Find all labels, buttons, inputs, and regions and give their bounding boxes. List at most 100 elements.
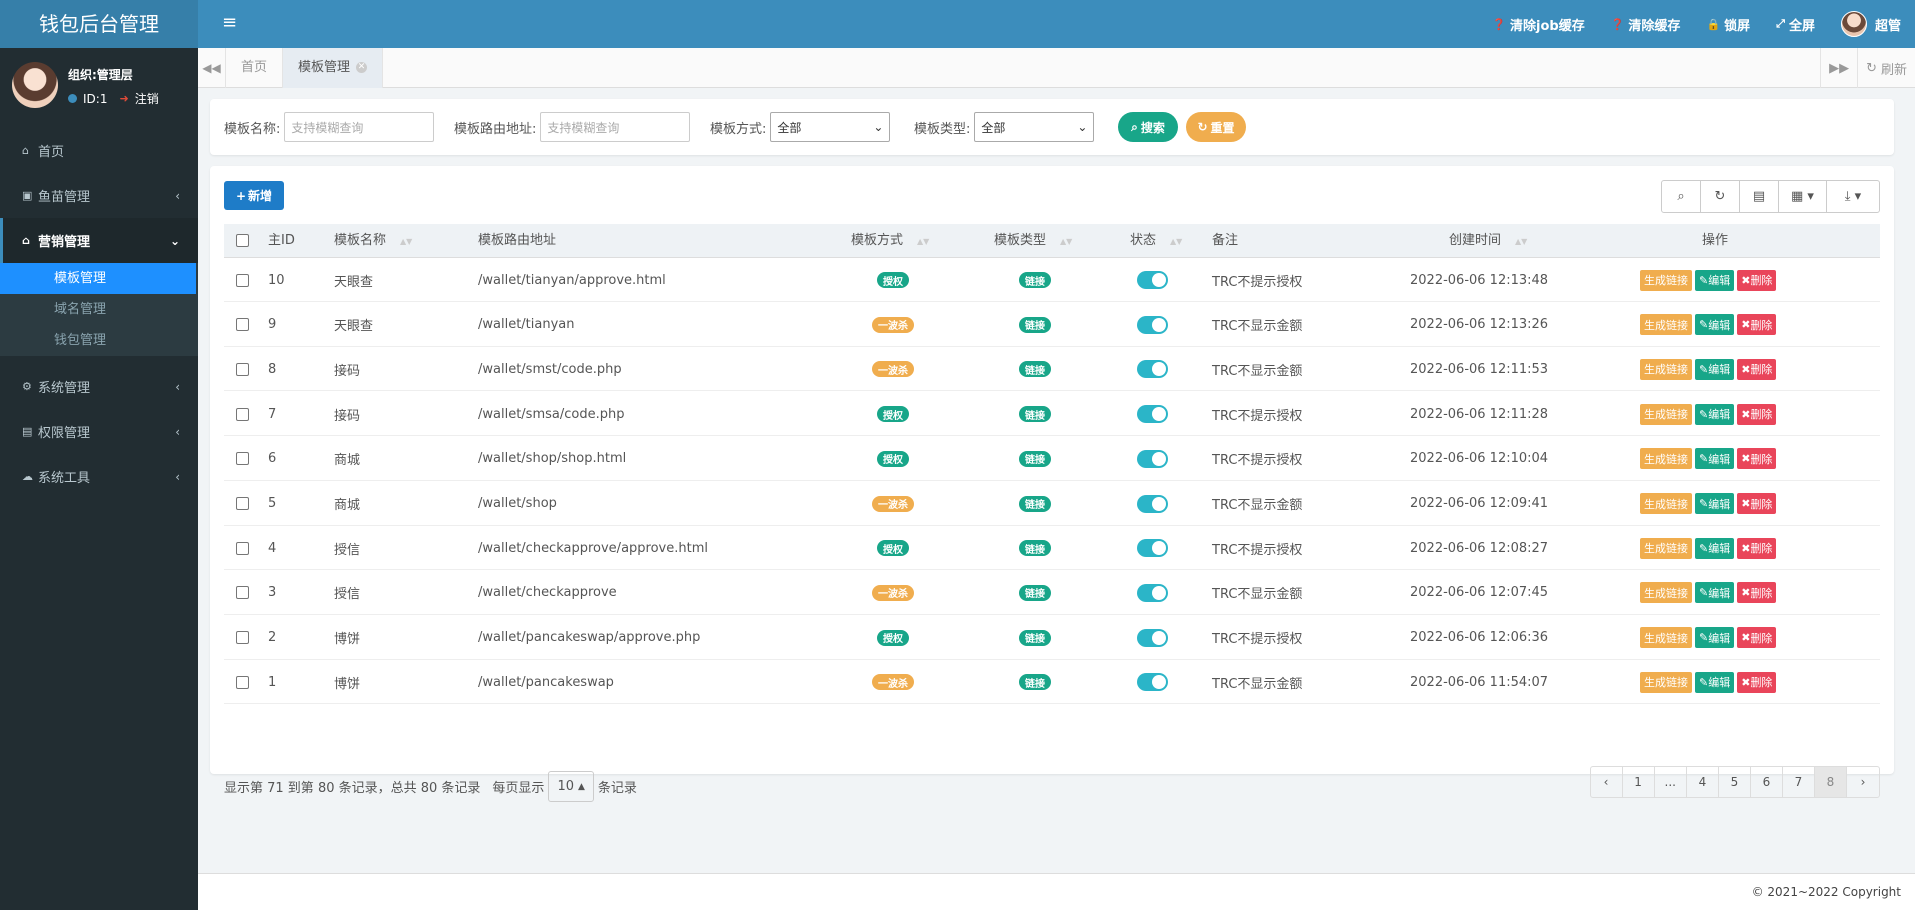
search-toggle-icon[interactable]: ⌕ — [1662, 181, 1701, 212]
page-button[interactable]: ... — [1655, 767, 1687, 797]
per-page-select[interactable]: 10 ▲ — [548, 771, 594, 802]
sidebar-item-tools[interactable]: ☁ 系统工具 ‹ — [0, 454, 198, 499]
edit-button[interactable]: ✎ 编辑 — [1695, 671, 1735, 693]
generate-link-button[interactable]: 生成链接 — [1640, 314, 1692, 336]
row-checkbox[interactable] — [236, 347, 249, 391]
sidebar-subitem-domains[interactable]: 域名管理 — [54, 302, 107, 317]
delete-button[interactable]: ✖ 删除 — [1737, 537, 1777, 559]
sidebar-subitem-templates[interactable]: 模板管理 — [0, 263, 196, 294]
generate-link-button[interactable]: 生成链接 — [1640, 269, 1692, 291]
status-toggle[interactable] — [1137, 539, 1168, 558]
page-button[interactable]: 5 — [1719, 767, 1751, 797]
sidebar-item-home[interactable]: ⌂ 首页 — [0, 128, 198, 173]
edit-button[interactable]: ✎ 编辑 — [1695, 582, 1735, 604]
status-toggle[interactable] — [1137, 583, 1168, 602]
sidebar-subitem-wallets[interactable]: 钱包管理 — [54, 333, 107, 348]
sidebar-item-permissions[interactable]: ▤ 权限管理 ‹ — [0, 409, 198, 454]
row-checkbox[interactable] — [236, 258, 249, 302]
columns-icon[interactable]: ▦ ▾ — [1779, 181, 1827, 212]
lock-screen-button[interactable]: 🔒 锁屏 — [1693, 15, 1763, 34]
clear-cache-button[interactable]: ❓ 清除缓存 — [1598, 15, 1694, 34]
row-checkbox[interactable] — [236, 526, 249, 570]
column-header-method[interactable]: 模板方式 ▲▼ — [851, 224, 929, 258]
edit-button[interactable]: ✎ 编辑 — [1695, 403, 1735, 425]
status-toggle[interactable] — [1137, 449, 1168, 468]
sidebar-item-system[interactable]: ⚙ 系统管理 ‹ — [0, 364, 198, 409]
row-checkbox[interactable] — [236, 303, 249, 347]
generate-link-button[interactable]: 生成链接 — [1640, 582, 1692, 604]
page-button[interactable]: 6 — [1751, 767, 1783, 797]
delete-button[interactable]: ✖ 删除 — [1737, 582, 1777, 604]
edit-button[interactable]: ✎ 编辑 — [1695, 537, 1735, 559]
status-toggle[interactable] — [1137, 315, 1168, 334]
status-toggle[interactable] — [1137, 271, 1168, 289]
export-icon[interactable]: ⤓ ▾ — [1844, 189, 1862, 204]
delete-button[interactable]: ✖ 删除 — [1737, 448, 1777, 470]
delete-button[interactable]: ✖ 删除 — [1737, 314, 1777, 336]
edit-button[interactable]: ✎ 编辑 — [1695, 358, 1735, 380]
edit-button[interactable]: ✎ 编辑 — [1695, 269, 1735, 291]
delete-button[interactable]: ✖ 删除 — [1737, 358, 1777, 380]
template-name-input[interactable]: 支持模糊查询 — [284, 112, 435, 142]
page-next-button[interactable]: › — [1860, 775, 1866, 789]
search-button[interactable]: ⌕ 搜索 — [1118, 112, 1178, 142]
generate-link-button[interactable]: 生成链接 — [1640, 493, 1692, 514]
delete-button[interactable]: ✖ 删除 — [1737, 493, 1777, 514]
column-header-type[interactable]: 模板类型 ▲▼ — [994, 224, 1072, 258]
status-toggle[interactable] — [1137, 494, 1168, 513]
column-header-status[interactable]: 状态 ▲▼ — [1130, 224, 1182, 258]
select-all-checkbox[interactable] — [236, 234, 249, 247]
edit-button[interactable]: ✎ 编辑 — [1695, 448, 1735, 470]
row-checkbox[interactable] — [236, 437, 249, 481]
edit-button[interactable]: ✎ 编辑 — [1695, 314, 1735, 336]
column-header-name[interactable]: 模板名称 ▲▼ — [334, 224, 412, 258]
delete-button[interactable]: ✖ 删除 — [1737, 269, 1777, 291]
generate-link-button[interactable]: 生成链接 — [1640, 671, 1692, 693]
template-type-select[interactable]: 全部 ⌄ — [974, 112, 1095, 142]
status-toggle[interactable] — [1137, 405, 1168, 424]
clear-job-cache-button[interactable]: ❓ 清除job缓存 — [1479, 15, 1597, 34]
tab-home[interactable]: 首页 — [226, 47, 284, 88]
logout-link[interactable]: 注销 — [134, 92, 159, 106]
delete-button[interactable]: ✖ 删除 — [1737, 403, 1777, 425]
page-button[interactable]: 4 — [1687, 767, 1719, 797]
delete-button[interactable]: ✖ 删除 — [1737, 671, 1777, 693]
page-button[interactable]: 1 — [1623, 767, 1655, 797]
generate-link-button[interactable]: 生成链接 — [1640, 448, 1692, 470]
row-checkbox[interactable] — [236, 660, 249, 704]
tabs-scroll-right-icon[interactable]: ▶▶ — [1820, 48, 1857, 88]
app-logo-title[interactable]: 钱包后台管理 — [0, 0, 198, 48]
add-button[interactable]: + 新增 — [224, 181, 284, 210]
template-method-select[interactable]: 全部 ⌄ — [770, 112, 891, 142]
refresh-button[interactable]: ↻ 刷新 — [1857, 48, 1915, 88]
page-button[interactable]: 8 — [1815, 767, 1847, 797]
reset-button[interactable]: ↻ 重置 — [1186, 112, 1246, 142]
sidebar-toggle-icon[interactable]: ≡ — [222, 12, 238, 33]
status-toggle[interactable] — [1137, 360, 1168, 379]
tabs-scroll-left-icon[interactable]: ◀◀ — [198, 47, 226, 88]
status-toggle[interactable] — [1137, 673, 1168, 692]
generate-link-button[interactable]: 生成链接 — [1640, 358, 1692, 380]
edit-button[interactable]: ✎ 编辑 — [1695, 627, 1735, 649]
template-path-input[interactable]: 支持模糊查询 — [540, 112, 691, 142]
row-checkbox[interactable] — [236, 571, 249, 615]
refresh-icon[interactable]: ↻ — [1701, 181, 1740, 212]
edit-button[interactable]: ✎ 编辑 — [1695, 493, 1735, 514]
status-toggle[interactable] — [1137, 628, 1168, 647]
generate-link-button[interactable]: 生成链接 — [1640, 627, 1692, 649]
generate-link-button[interactable]: 生成链接 — [1640, 403, 1692, 425]
delete-button[interactable]: ✖ 删除 — [1737, 627, 1777, 649]
sidebar-item-marketing[interactable]: ⌂ 营销管理 ⌄ — [0, 218, 198, 263]
sidebar-item-fry[interactable]: ▣ 鱼苗管理 ‹ — [0, 173, 198, 218]
row-checkbox[interactable] — [236, 392, 249, 436]
page-button[interactable]: 7 — [1783, 767, 1815, 797]
generate-link-button[interactable]: 生成链接 — [1640, 537, 1692, 559]
row-checkbox[interactable] — [236, 482, 249, 526]
fullscreen-button[interactable]: ⤢ 全屏 — [1763, 15, 1828, 34]
column-header-id[interactable]: 主ID — [268, 224, 295, 258]
column-header-created[interactable]: 创建时间 ▲▼ — [1449, 224, 1527, 258]
page-prev-button[interactable]: ‹ — [1591, 767, 1623, 797]
card-view-icon[interactable]: ▤ — [1740, 181, 1779, 212]
user-menu[interactable]: 超管 — [1828, 11, 1915, 37]
close-icon[interactable]: ✕ — [356, 62, 368, 73]
